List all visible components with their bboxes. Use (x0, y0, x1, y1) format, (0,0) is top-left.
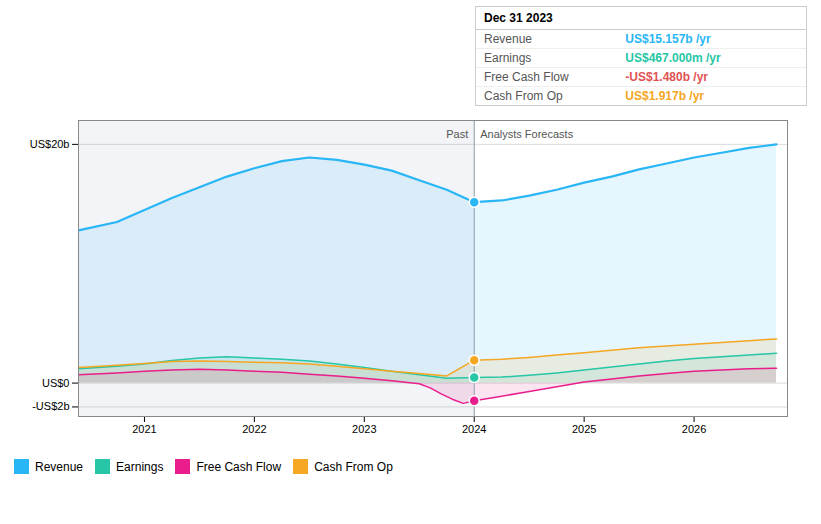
html-text:Earnings: Earnings (484, 51, 532, 65)
svg-text:2023: 2023 (352, 423, 376, 435)
html-text:-US$1.480b /yr: -US$1.480b /yr (625, 70, 708, 84)
svg-text:Past: Past (446, 128, 468, 140)
html-text:Free Cash Flow: Free Cash Flow (484, 70, 569, 84)
svg-text:2026: 2026 (682, 423, 706, 435)
svg-text:2022: 2022 (242, 423, 266, 435)
html-text:US$15.157b /yr: US$15.157b /yr (625, 32, 711, 46)
html-text:Revenue: Revenue (35, 459, 83, 474)
html-text:US$467.000m /yr: US$467.000m /yr (625, 51, 721, 65)
html-text:US$1.917b /yr: US$1.917b /yr (625, 89, 704, 103)
svg-text:2024: 2024 (462, 423, 486, 435)
html-text:Cash From Op: Cash From Op (484, 89, 563, 103)
svg-text:US$20b: US$20b (30, 138, 70, 150)
svg-text:US$0: US$0 (42, 377, 70, 389)
html-text:Dec 31 2023: Dec 31 2023 (484, 11, 553, 25)
svg-text:Analysts Forecasts: Analysts Forecasts (480, 128, 573, 140)
html-text:Earnings: Earnings (116, 459, 164, 474)
html-text:Free Cash Flow: Free Cash Flow (196, 459, 282, 474)
html-text:Revenue: Revenue (484, 32, 532, 46)
svg-text:2025: 2025 (572, 423, 596, 435)
svg-text:-US$2b: -US$2b (32, 400, 69, 412)
html-text:Cash From Op: Cash From Op (314, 459, 393, 474)
svg-text:2021: 2021 (132, 423, 156, 435)
